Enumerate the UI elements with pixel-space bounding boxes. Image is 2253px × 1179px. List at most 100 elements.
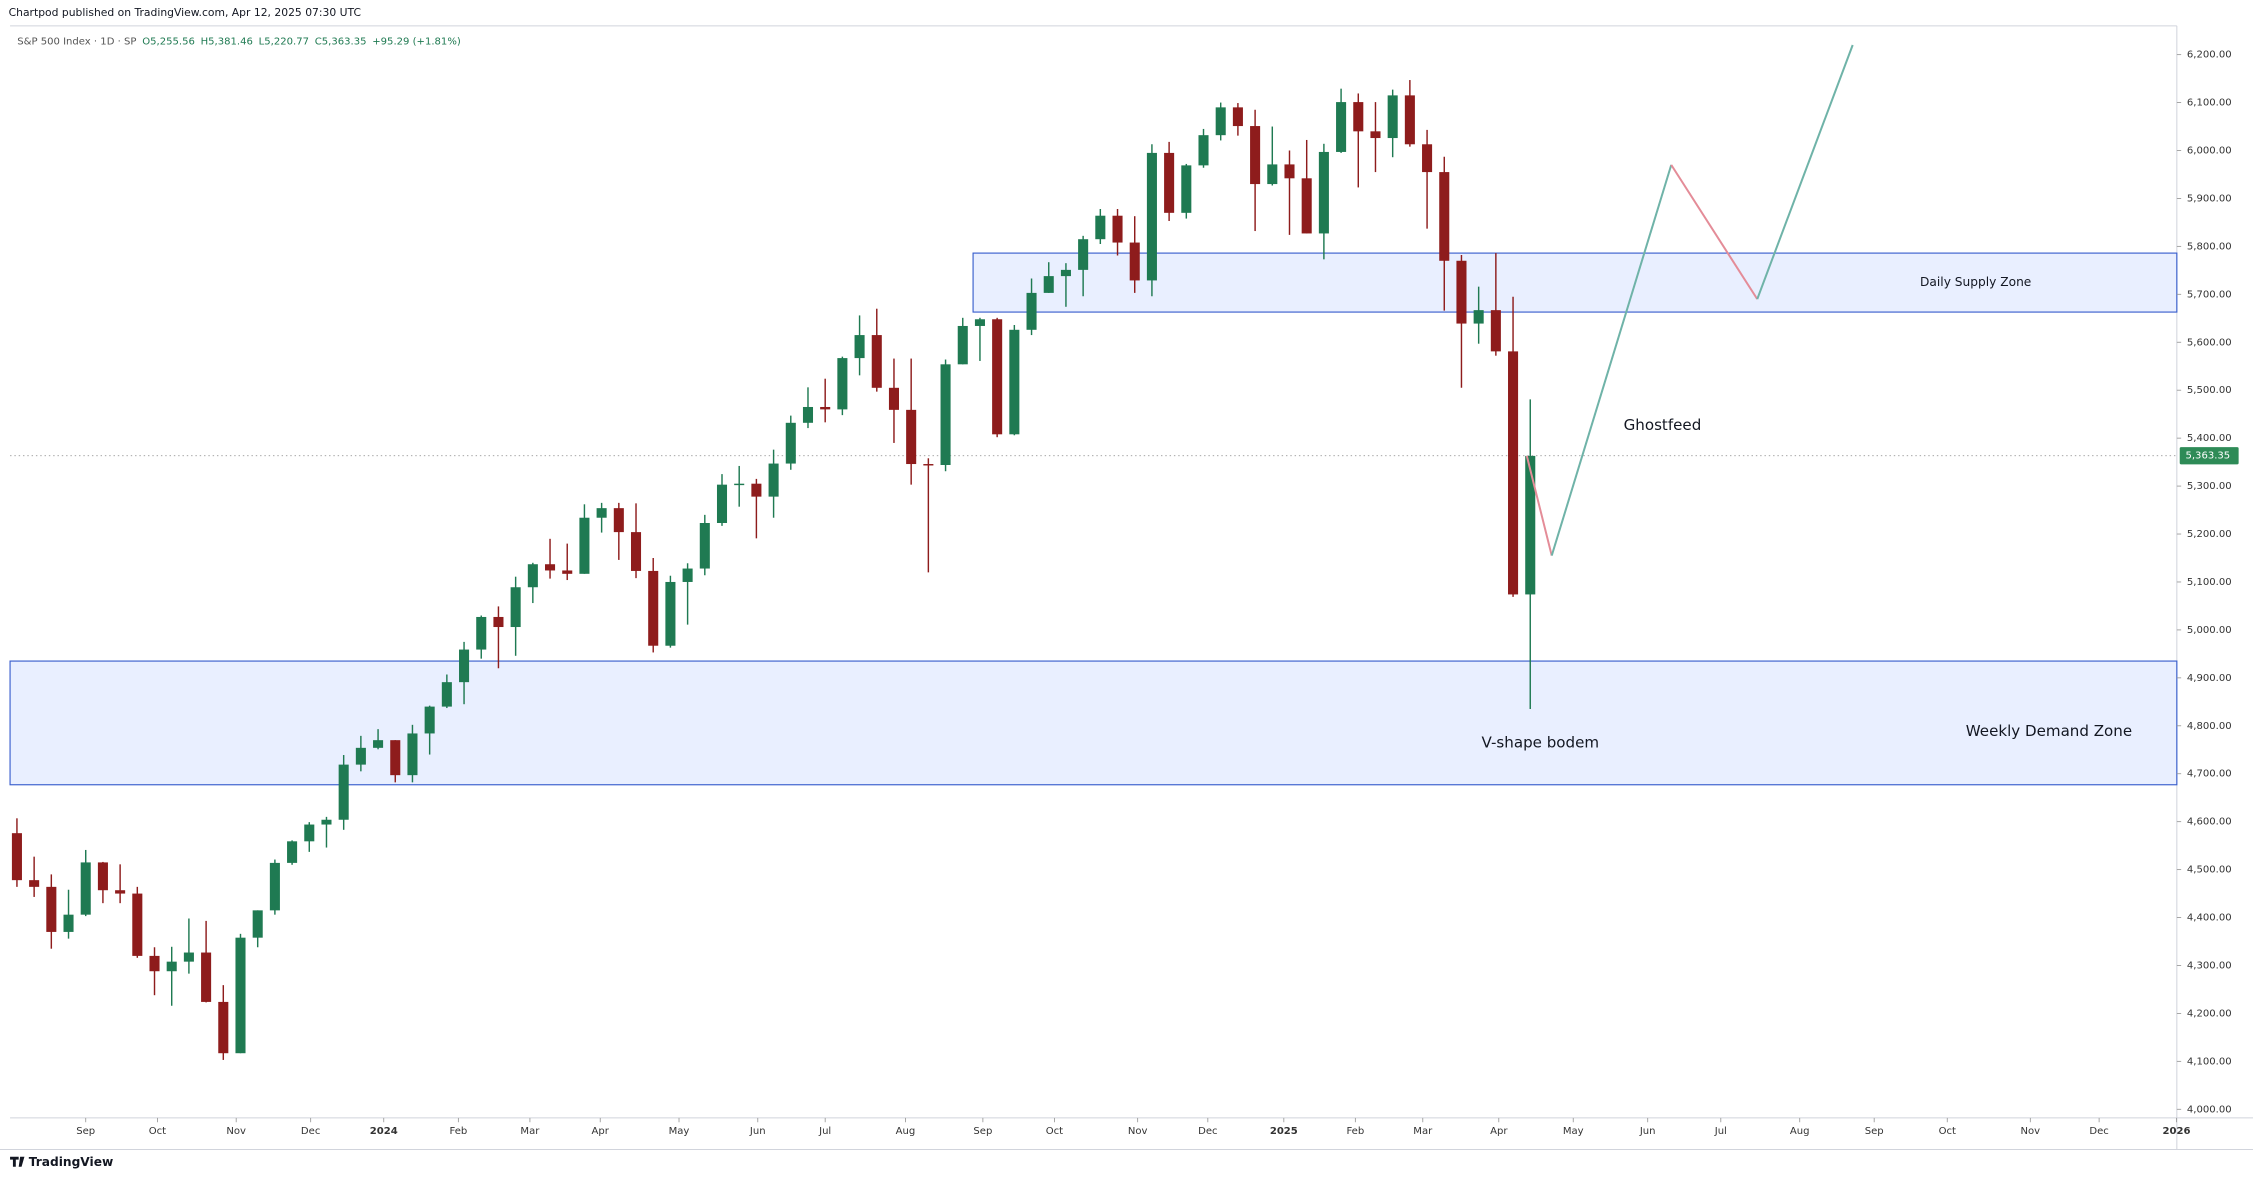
y-tick-label: 4,000.00 (2187, 1104, 2232, 1115)
candle-body (1422, 144, 1433, 173)
x-tick-label: Sep (1865, 1126, 1884, 1137)
x-tick-label: Nov (226, 1126, 246, 1137)
candle-body (115, 890, 126, 894)
candle-body (390, 740, 401, 776)
candle-body (1129, 242, 1140, 281)
projection-segment (1525, 455, 1553, 556)
y-tick-label: 5,300.00 (2187, 481, 2232, 492)
candle-body (699, 522, 710, 569)
projection-segment (1756, 44, 1854, 300)
candle-body (459, 649, 470, 683)
candle-body (888, 387, 899, 410)
y-tick-label: 4,900.00 (2187, 673, 2232, 684)
candle-body (613, 508, 624, 533)
candle-body (1318, 151, 1329, 234)
projection-segment (1550, 164, 1673, 556)
y-tick-label: 5,100.00 (2187, 577, 2232, 588)
candle-body (562, 570, 573, 574)
x-tick-label: Aug (896, 1126, 916, 1137)
x-tick-label: May (1563, 1126, 1584, 1137)
candle-body (1267, 164, 1278, 185)
candle-body (321, 819, 332, 825)
candle-body (1164, 152, 1175, 213)
symbol: S&P 500 Index · 1D · SP (17, 37, 136, 48)
candle-body (871, 335, 882, 388)
zone (972, 252, 2178, 313)
y-tick-label: 4,400.00 (2187, 913, 2232, 924)
candle-body (132, 893, 143, 956)
candle-body (235, 937, 246, 1054)
candle-body (837, 358, 848, 410)
candle-body (527, 564, 538, 588)
y-tick-label: 5,900.00 (2187, 193, 2232, 204)
ohlc-value: C5,363.35 (315, 37, 367, 48)
x-tick-label: Dec (1198, 1126, 1217, 1137)
candle-body (545, 564, 556, 571)
zone-label: Weekly Demand Zone (1966, 722, 2132, 740)
candle-body (630, 532, 642, 571)
candle-body (751, 483, 762, 497)
candle-body (940, 364, 951, 465)
candle-body (1387, 95, 1398, 139)
x-tick-label: 2026 (2163, 1126, 2191, 1137)
candle-body (802, 406, 814, 423)
candle-body (1439, 172, 1450, 261)
x-tick-label: May (669, 1126, 690, 1137)
candle-body (166, 961, 177, 972)
x-tick-label: Dec (2089, 1126, 2108, 1137)
candle-body (1404, 95, 1415, 145)
candle-body (80, 862, 91, 915)
x-tick-label: 2025 (1270, 1126, 1298, 1137)
candle-body (97, 862, 108, 891)
candle-body (1508, 351, 1519, 595)
last-price-label: 5,363.35 (2185, 451, 2230, 462)
candle-body (1525, 455, 1536, 595)
candle-body (1301, 178, 1312, 234)
candle-body (906, 409, 917, 465)
x-tick-label: Aug (1790, 1126, 1810, 1137)
candle-body (218, 1001, 229, 1054)
y-tick-label: 5,000.00 (2187, 625, 2232, 636)
candle-body (1043, 276, 1054, 293)
candle-body (992, 319, 1003, 435)
last-price-badge (2179, 447, 2239, 465)
ohlc-value: H5,381.46 (201, 37, 253, 48)
candle-body (1198, 135, 1209, 166)
candle-body (1215, 107, 1226, 136)
candle-body (287, 841, 298, 863)
candle-body (1370, 131, 1381, 139)
candle-body (338, 764, 349, 820)
candle-body (269, 862, 280, 911)
candle-body (1456, 260, 1467, 324)
candle-body (682, 568, 693, 582)
x-tick-label: Jul (818, 1126, 831, 1137)
candle-body (476, 616, 487, 650)
x-tick-label: Jun (1639, 1126, 1656, 1137)
candle-body (648, 570, 659, 646)
candle-body (201, 952, 212, 1002)
ohlc-value: +95.29 (+1.81%) (372, 37, 461, 48)
candle-body (1284, 164, 1295, 179)
candle-body (768, 463, 779, 497)
x-tick-label: Sep (76, 1126, 95, 1137)
candle-body (441, 682, 452, 707)
candle-body (407, 733, 418, 776)
y-tick-label: 4,700.00 (2187, 769, 2232, 780)
x-tick-label: Oct (1939, 1126, 1956, 1137)
candle-body (1181, 165, 1192, 213)
candle-body (1009, 329, 1020, 435)
x-tick-label: Oct (149, 1126, 166, 1137)
candle-body (957, 325, 968, 365)
x-tick-label: 2024 (370, 1126, 398, 1137)
candle-body (1078, 239, 1089, 270)
candle-body (1232, 107, 1243, 127)
zone (9, 660, 2178, 786)
x-tick-label: Oct (1046, 1126, 1063, 1137)
candle-body (304, 824, 315, 842)
x-tick-label: Feb (1346, 1126, 1364, 1137)
y-tick-label: 5,700.00 (2187, 289, 2232, 300)
candle-body (1336, 102, 1347, 152)
candle-body (974, 319, 985, 326)
projection-segment (1670, 164, 1759, 300)
